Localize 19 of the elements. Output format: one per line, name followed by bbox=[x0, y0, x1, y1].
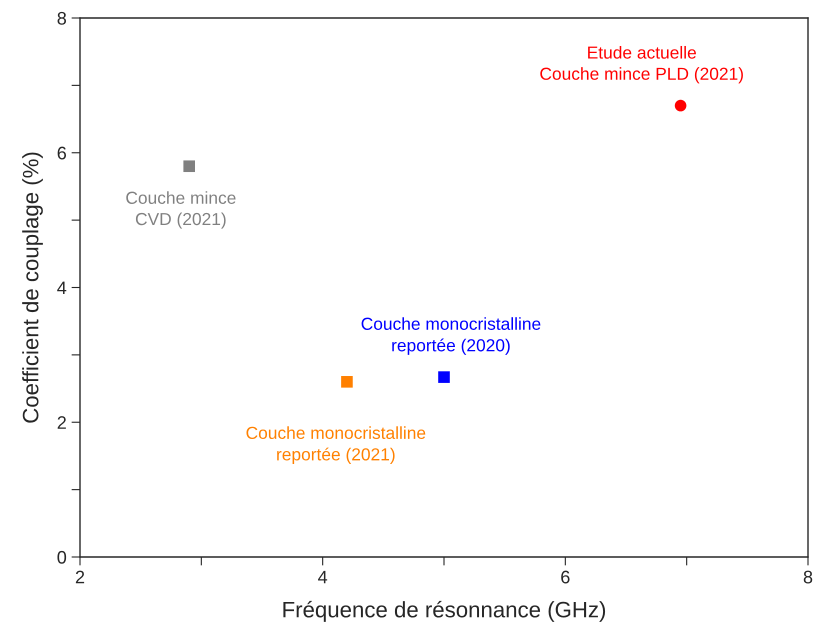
text: Couche monocristalline reportée (2020) bbox=[362, 317, 540, 355]
x-tick-label: 2 bbox=[76, 570, 84, 584]
x-tick-label: 4 bbox=[318, 570, 328, 584]
y-tick-label: 0 bbox=[57, 550, 66, 564]
point bbox=[341, 376, 353, 388]
y-tick-label: 4 bbox=[57, 282, 66, 294]
y-axis-title: Coefficient de couplage (%) bbox=[22, 152, 43, 423]
y-tick-label: 6 bbox=[58, 146, 66, 160]
point bbox=[183, 160, 196, 172]
y-tick-label: 8 bbox=[58, 12, 66, 25]
x-tick-label: 8 bbox=[804, 570, 812, 584]
text: Etude actuelle Couche mince PLD (2021) bbox=[540, 46, 743, 84]
text: Couche monocristalline reportée (2021) bbox=[246, 426, 426, 464]
x-tick-label: 6 bbox=[561, 570, 570, 584]
point bbox=[674, 100, 686, 112]
y-tick-label: 2 bbox=[58, 416, 66, 429]
text: Couche mince CVD (2021) bbox=[126, 191, 236, 229]
x-axis-title: Fréquence de résonnance (GHz) bbox=[283, 600, 606, 622]
point bbox=[438, 371, 450, 383]
